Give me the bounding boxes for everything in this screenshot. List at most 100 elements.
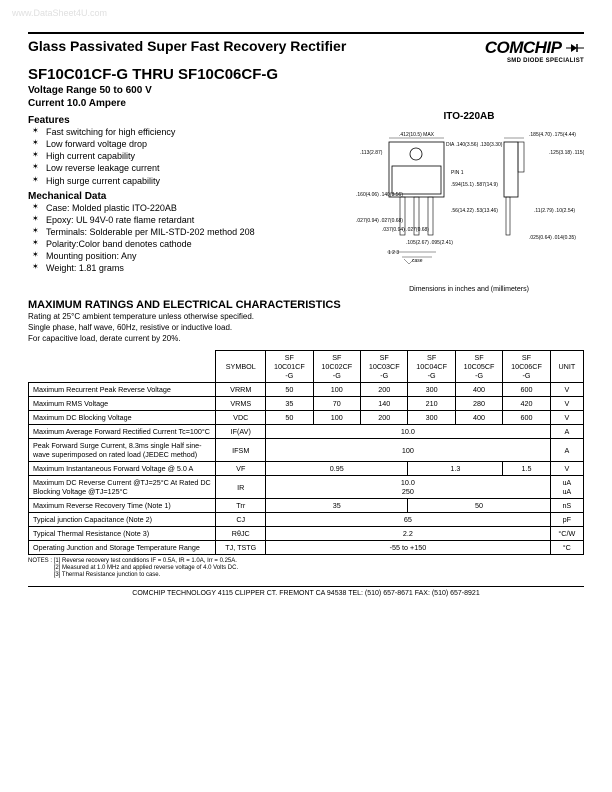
dim-d: .185(4.70) .175(4.44) (529, 132, 576, 138)
param-cell: Peak Forward Surge Current, 8.3ms single… (29, 439, 216, 462)
symbol-cell: VDC (216, 411, 266, 425)
param-cell: Operating Junction and Storage Temperatu… (29, 541, 216, 555)
value-cell: 65 (266, 513, 551, 527)
ratings-desc: Rating at 25°C ambient temperature unles… (28, 312, 584, 344)
feature-item: Low forward voltage drop (32, 138, 336, 150)
mech-item: Mounting position: Any (32, 250, 336, 262)
part-range: SF10C01CF-G THRU SF10C06CF-G (28, 66, 584, 83)
note-line: [3] Thermal Resistance junction to case. (54, 572, 238, 579)
col-header: SF10C03CF-G (361, 351, 408, 383)
value-cell: 50 (266, 383, 313, 397)
ratings-desc-line: For capacitive load, derate current by 2… (28, 334, 584, 344)
package-title: ITO-220AB (354, 111, 584, 122)
note-line: [2] Measured at 1.0 MHz and applied reve… (54, 565, 238, 572)
value-cell: 10.0 (266, 425, 551, 439)
value-cell: 10.0250 (266, 476, 551, 499)
features-label: Features (28, 115, 336, 126)
symbol-cell: IR (216, 476, 266, 499)
unit-cell: A (550, 425, 583, 439)
logo-main: COMCHIP (485, 38, 562, 57)
param-cell: Maximum DC Blocking Voltage (29, 411, 216, 425)
features-list: Fast switching for high efficiencyLow fo… (28, 126, 336, 187)
col-header: SYMBOL (216, 351, 266, 383)
unit-cell: V (550, 462, 583, 476)
value-cell: 35 (266, 397, 313, 411)
watermark: www.DataSheet4U.com (12, 8, 107, 18)
symbol-cell: CJ (216, 513, 266, 527)
feature-item: Low reverse leakage current (32, 162, 336, 174)
param-cell: Maximum Average Forward Rectified Curren… (29, 425, 216, 439)
unit-cell: V (550, 383, 583, 397)
unit-cell: V (550, 397, 583, 411)
mech-label: Mechanical Data (28, 191, 336, 202)
col-header: UNIT (550, 351, 583, 383)
dim-b: .412(10.5) MAX (399, 132, 435, 138)
unit-cell: uAuA (550, 476, 583, 499)
voltage-range: Voltage Range 50 to 600 V (28, 85, 584, 96)
value-cell: 300 (408, 411, 455, 425)
value-cell: 600 (503, 411, 550, 425)
mech-item: Terminals: Solderable per MIL-STD-202 me… (32, 226, 336, 238)
col-header: SF10C06CF-G (503, 351, 550, 383)
value-cell: 100 (313, 411, 360, 425)
pin-nums: 1 2 3 (388, 250, 399, 256)
dim-l: .56(14.22) .53(13.46) (451, 208, 498, 214)
param-cell: Typical junction Capacitance (Note 2) (29, 513, 216, 527)
value-cell: 420 (503, 397, 550, 411)
value-cell: 50 (408, 499, 550, 513)
symbol-cell: VRRM (216, 383, 266, 397)
ratings-desc-line: Single phase, half wave, 60Hz, resistive… (28, 323, 584, 333)
mech-item: Weight: 1.81 grams (32, 262, 336, 274)
ratings-desc-line: Rating at 25°C ambient temperature unles… (28, 312, 584, 322)
unit-cell: pF (550, 513, 583, 527)
col-header: SF10C05CF-G (455, 351, 502, 383)
ratings-title: MAXIMUM RATINGS AND ELECTRICAL CHARACTER… (28, 299, 584, 311)
dim-j: .037(0.94) .027(0.68) (382, 227, 429, 233)
notes: NOTES : [1] Reverse recovery test condit… (28, 558, 584, 580)
col-header: SF10C02CF-G (313, 351, 360, 383)
value-cell: -55 to +150 (266, 541, 551, 555)
unit-cell: °C/W (550, 527, 583, 541)
dim-n: .025(0.64) .014(0.35) (529, 235, 576, 241)
dim-c: DIA .140(3.56) .130(3.30) (446, 142, 503, 148)
footer: COMCHIP TECHNOLOGY 4115 CLIPPER CT. FREM… (28, 586, 584, 597)
feature-item: Fast switching for high efficiency (32, 126, 336, 138)
value-cell: 50 (266, 411, 313, 425)
logo-sub: SMD DIODE SPECIALIST (485, 58, 584, 64)
value-cell: 200 (361, 383, 408, 397)
value-cell: 0.95 (266, 462, 408, 476)
value-cell: 400 (455, 383, 502, 397)
symbol-cell: TJ, TSTG (216, 541, 266, 555)
param-cell: Typical Thermal Resistance (Note 3) (29, 527, 216, 541)
param-cell: Maximum Recurrent Peak Reverse Voltage (29, 383, 216, 397)
value-cell: 35 (266, 499, 408, 513)
dim-h: .594(15.1) .587(14.9) (451, 182, 498, 188)
value-cell: 600 (503, 383, 550, 397)
dim-g: PIN 1 (451, 170, 464, 176)
notes-label: NOTES : (28, 558, 52, 565)
package-caption: Dimensions in inches and (millimeters) (354, 286, 584, 293)
symbol-cell: IF(AV) (216, 425, 266, 439)
symbol-cell: VRMS (216, 397, 266, 411)
right-column: ITO-220AB .113(2.87) .412(10.5) MAX DIA … (354, 111, 584, 293)
mech-item: Polarity:Color band denotes cathode (32, 238, 336, 250)
param-cell: Maximum Reverse Recovery Time (Note 1) (29, 499, 216, 513)
unit-cell: °C (550, 541, 583, 555)
col-header (29, 351, 216, 383)
param-cell: Maximum DC Reverse Current @TJ=25°C At R… (29, 476, 216, 499)
note-line: [1] Reverse recovery test conditions IF … (54, 558, 238, 565)
doc-title: Glass Passivated Super Fast Recovery Rec… (28, 38, 346, 54)
param-cell: Maximum RMS Voltage (29, 397, 216, 411)
mech-item: Case: Molded plastic ITO-220AB (32, 202, 336, 214)
value-cell: 200 (361, 411, 408, 425)
value-cell: 400 (455, 411, 502, 425)
param-cell: Maximum Instantaneous Forward Voltage @ … (29, 462, 216, 476)
symbol-cell: RθJC (216, 527, 266, 541)
symbol-cell: Trr (216, 499, 266, 513)
value-cell: 100 (313, 383, 360, 397)
top-rule (28, 32, 584, 34)
value-cell: 280 (455, 397, 502, 411)
value-cell: 140 (361, 397, 408, 411)
dim-e: .125(3.18) .115(2.92) (549, 150, 584, 156)
col-header: SF10C04CF-G (408, 351, 455, 383)
